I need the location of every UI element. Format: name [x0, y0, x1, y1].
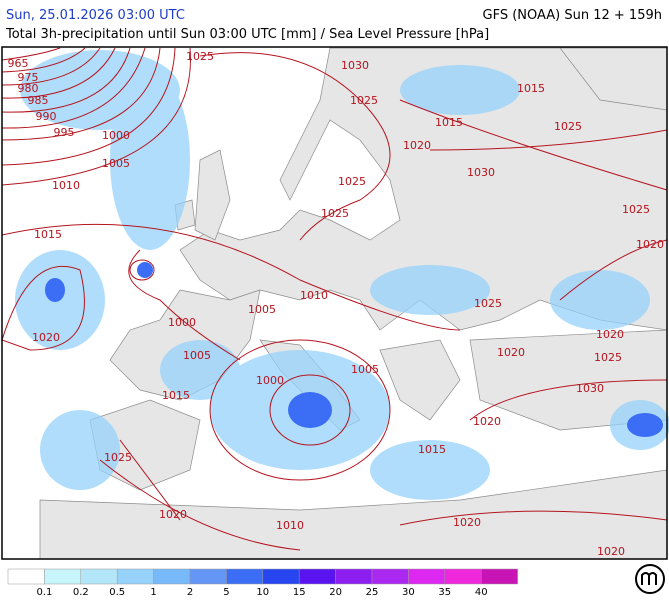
- legend-swatch: [408, 568, 446, 585]
- isobar-label: 1005: [183, 349, 211, 362]
- legend-label: 15: [293, 587, 306, 598]
- isobar-label: 1025: [186, 50, 214, 63]
- legend-label: 1: [150, 587, 156, 598]
- isobar-label: 980: [18, 82, 39, 95]
- subtitle: Total 3h-precipitation until Sun 03:00 U…: [5, 27, 489, 42]
- isobar-label: 1000: [168, 316, 196, 329]
- legend-label: 0.5: [109, 587, 125, 598]
- datetime: Sun, 25.01.2026 03:00 UTC: [6, 8, 185, 23]
- legend-label: 35: [438, 587, 451, 598]
- legend-swatch: [153, 568, 191, 585]
- legend-label: 10: [256, 587, 269, 598]
- legend-label: 0.2: [73, 587, 89, 598]
- isobar-label: 1025: [554, 120, 582, 133]
- legend-swatch: [480, 568, 518, 585]
- legend-swatch: [262, 568, 300, 585]
- isobar-label: 965: [8, 57, 29, 70]
- isobar-label: 1020: [32, 331, 60, 344]
- isobar-label: 1020: [636, 238, 664, 251]
- model: GFS (NOAA) Sun 12 + 159h: [483, 8, 662, 23]
- legend: 0.1 0.2 0.5 1 2 5 10 15 20 25 30 35 40: [7, 568, 518, 598]
- legend-label: 20: [329, 587, 342, 598]
- isobar-label: 1015: [34, 228, 62, 241]
- legend-swatch: [298, 568, 336, 585]
- isobar-label: 1005: [248, 303, 276, 316]
- legend-swatch: [7, 568, 45, 585]
- isobar-label: 990: [36, 110, 57, 123]
- isobar-label: 1025: [350, 94, 378, 107]
- isobar-label: 1030: [341, 59, 369, 72]
- isobar-label: 1015: [517, 82, 545, 95]
- isobar-label: 1020: [497, 346, 525, 359]
- legend-label: 0.1: [36, 587, 52, 598]
- logo: [635, 564, 665, 594]
- isobar-label: 1025: [321, 207, 349, 220]
- isobar-label: 1025: [474, 297, 502, 310]
- isobar-label: 975: [18, 71, 39, 84]
- legend-swatch: [371, 568, 409, 585]
- isobar-label: 1020: [403, 139, 431, 152]
- legend-swatch: [335, 568, 373, 585]
- legend-swatch: [189, 568, 227, 585]
- legend-label: 30: [402, 587, 415, 598]
- legend-swatch: [226, 568, 264, 585]
- legend-swatch: [444, 568, 482, 585]
- isobar-label: 1020: [597, 545, 625, 558]
- isobar-label: 1025: [338, 175, 366, 188]
- isobar-label: 1010: [276, 519, 304, 532]
- map: [1, 46, 669, 560]
- isobar-label: 1000: [256, 374, 284, 387]
- isobar-label: 1005: [102, 157, 130, 170]
- isobar-label: 1020: [473, 415, 501, 428]
- isobar-label: 1015: [162, 389, 190, 402]
- legend-swatch: [80, 568, 118, 585]
- isobar-label: 1020: [596, 328, 624, 341]
- isobar-label: 985: [28, 94, 49, 107]
- isobar-label: 1025: [594, 351, 622, 364]
- isobar-label: 1010: [300, 289, 328, 302]
- legend-label: 5: [223, 587, 229, 598]
- isobar-label: 1015: [435, 116, 463, 129]
- isobar-label: 1030: [576, 382, 604, 395]
- isobar-label: 1005: [351, 363, 379, 376]
- legend-label: 2: [187, 587, 193, 598]
- legend-label: 25: [366, 587, 379, 598]
- isobar-label: 1020: [159, 508, 187, 521]
- legend-label: 40: [475, 587, 488, 598]
- isobar-label: 995: [54, 126, 75, 139]
- legend-swatch: [116, 568, 154, 585]
- legend-swatch: [44, 568, 82, 585]
- isobar-label: 1015: [418, 443, 446, 456]
- isobar-label: 1025: [104, 451, 132, 464]
- isobar-label: 1010: [52, 179, 80, 192]
- isobar-label: 1000: [102, 129, 130, 142]
- isobar-label: 1020: [453, 516, 481, 529]
- isobar-label: 1030: [467, 166, 495, 179]
- isobar-label: 1025: [622, 203, 650, 216]
